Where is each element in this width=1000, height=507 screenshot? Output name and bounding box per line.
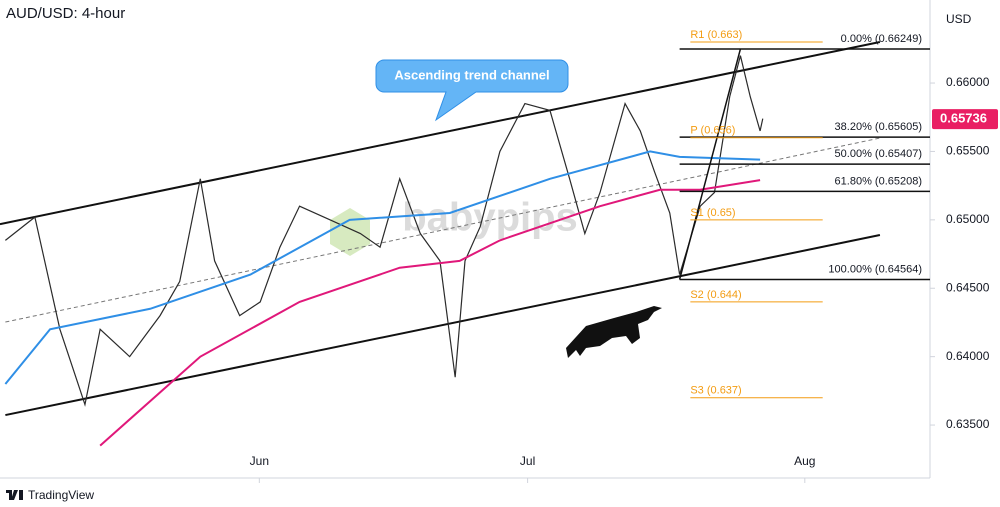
bull-icon [566, 306, 662, 358]
y-tick-label: 0.65500 [946, 144, 990, 158]
fib-label: 100.00% (0.64564) [828, 263, 922, 275]
trend-line [5, 137, 881, 323]
y-tick-label: 0.64500 [946, 280, 990, 294]
x-tick-label: Jun [250, 454, 269, 468]
chart-title: AUD/USD: 4-hour [6, 5, 125, 22]
series-line [4, 150, 761, 385]
y-tick-label: 0.65000 [946, 212, 990, 226]
brand: TradingView [28, 488, 94, 502]
y-tick-label: 0.63500 [946, 417, 990, 431]
callout-box [375, 59, 569, 122]
currency: USD [946, 12, 972, 26]
callout-text: Ascending trend channel [394, 67, 549, 82]
fib-swing [678, 48, 742, 280]
y-tick-label: 0.64000 [946, 349, 990, 363]
y-tick-label: 0.66000 [946, 75, 990, 89]
fib-label: 0.00% (0.66249) [841, 33, 922, 45]
brand-logo [6, 490, 23, 500]
pivot-label: S3 (0.637) [690, 385, 741, 397]
series-line [99, 179, 761, 447]
last-price-label: 0.65736 [940, 111, 987, 126]
pivot-label: S2 (0.644) [690, 289, 741, 301]
x-tick-label: Aug [794, 454, 815, 468]
fib-label: 61.80% (0.65208) [835, 175, 922, 187]
pivot-label: P (0.656) [690, 125, 735, 137]
pivot-label: R1 (0.663) [690, 29, 742, 41]
watermark: babypips [402, 196, 578, 240]
pivot-label: S1 (0.65) [690, 207, 735, 219]
x-tick-label: Jul [520, 454, 535, 468]
last-price-box [932, 109, 998, 130]
trend-line [0, 41, 881, 226]
fib-label: 38.20% (0.65605) [835, 121, 922, 133]
plot [0, 41, 930, 447]
trend-line [5, 234, 881, 417]
fib-label: 50.00% (0.65407) [835, 148, 922, 160]
